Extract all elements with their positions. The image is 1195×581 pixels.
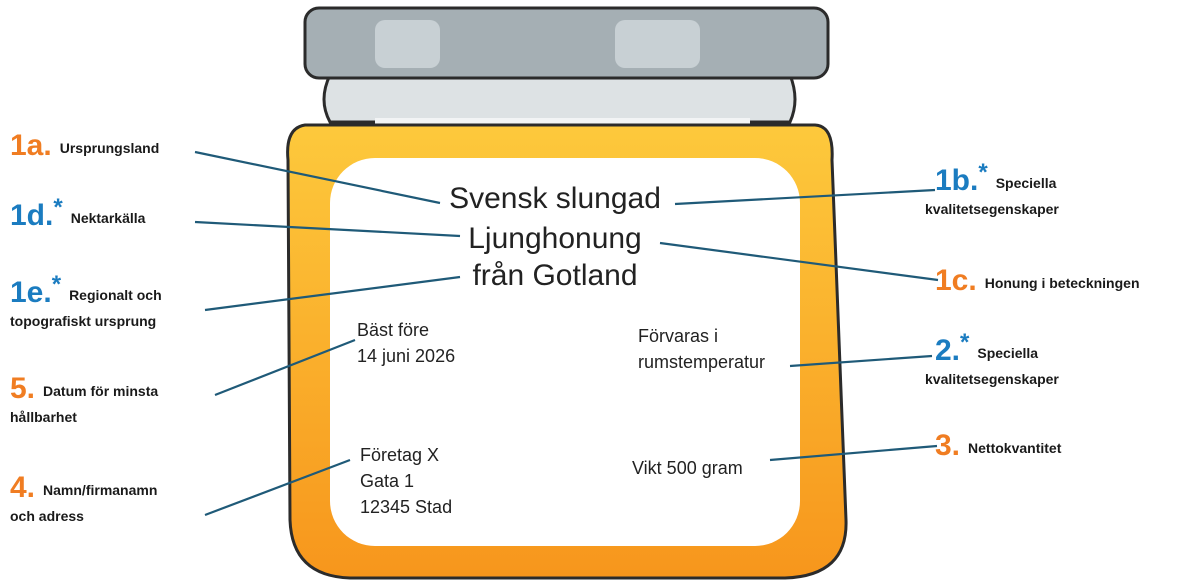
annotation-number: 5.	[10, 372, 35, 405]
annotation-text: Nektarkälla	[71, 210, 146, 226]
annotation: 1e.* Regionalt och	[10, 271, 162, 309]
annotation: 1d.* Nektarkälla	[10, 194, 146, 232]
annotation-text: hållbarhet	[10, 409, 77, 425]
annotation-number: 1a.	[10, 129, 52, 162]
annotation: 5. Datum för minsta	[10, 372, 158, 405]
best-before: Bäst före	[357, 320, 429, 340]
annotation-mark: *	[960, 329, 970, 356]
company: Gata 1	[360, 471, 414, 491]
annotation-text: kvalitetsegenskaper	[925, 201, 1059, 217]
company: Företag X	[360, 445, 439, 465]
annotation-number: 1e.	[10, 276, 52, 309]
company: 12345 Stad	[360, 497, 452, 517]
annotation-mark: *	[53, 194, 63, 221]
annotation-text: Regionalt och	[69, 287, 162, 303]
annotation-text: Ursprungsland	[60, 140, 160, 156]
net-quantity: Vikt 500 gram	[632, 458, 743, 478]
annotation: 4. Namn/firmanamn	[10, 471, 157, 504]
annotation-text: och adress	[10, 508, 84, 524]
best-before: 14 juni 2026	[357, 346, 455, 366]
annotation-text: Nettokvantitet	[968, 440, 1062, 456]
annotation-text: topografiskt ursprung	[10, 313, 156, 329]
annotation: 1c. Honung i beteckningen	[935, 264, 1140, 297]
honey-jar-diagram: Svensk slungad Ljunghonung från Gotland …	[0, 0, 1195, 581]
annotation-number: 3.	[935, 429, 960, 462]
annotation-text: Speciella	[977, 345, 1038, 361]
annotation-text: Namn/firmanamn	[43, 482, 157, 498]
jar	[288, 8, 846, 578]
annotation: 1b.* Speciella	[935, 159, 1057, 197]
annotation-number: 4.	[10, 471, 35, 504]
annotation: 1a. Ursprungsland	[10, 129, 159, 162]
annotation-mark: *	[978, 159, 988, 186]
label-line: Svensk slungad	[449, 182, 661, 215]
storage: Förvaras i	[638, 326, 718, 346]
annotation: 3. Nettokvantitet	[935, 429, 1062, 462]
annotation-number: 1c.	[935, 264, 977, 297]
label-line: Ljunghonung	[468, 222, 642, 255]
annotation-text: kvalitetsegenskaper	[925, 371, 1059, 387]
annotation-mark: *	[52, 271, 62, 298]
annotation-text: Honung i beteckningen	[985, 275, 1140, 291]
annotation-number: 2.	[935, 334, 960, 367]
storage: rumstemperatur	[638, 352, 765, 372]
label-line: från Gotland	[472, 259, 637, 292]
annotation-number: 1d.	[10, 199, 53, 232]
annotation-number: 1b.	[935, 164, 978, 197]
annotation-text: Speciella	[996, 175, 1057, 191]
annotation-text: Datum för minsta	[43, 383, 158, 399]
annotation: 2.* Speciella	[935, 329, 1038, 367]
